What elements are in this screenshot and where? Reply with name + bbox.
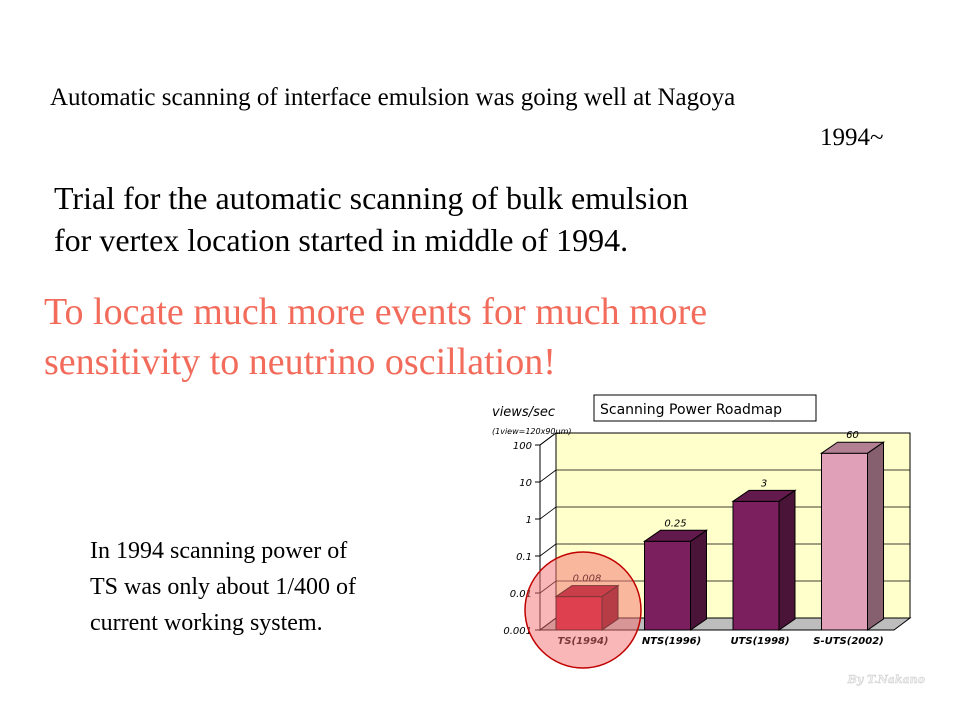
chart-title: Scanning Power Roadmap xyxy=(600,402,782,418)
heading-year: 1994~ xyxy=(820,124,884,151)
bar-top xyxy=(819,441,886,454)
bar-front xyxy=(644,540,691,631)
bar-side xyxy=(778,489,796,631)
trial-text-line-2: for vertex location started in middle of… xyxy=(54,222,629,258)
category-label: UTS(1998) xyxy=(730,636,789,647)
gridline-side xyxy=(539,506,557,520)
bar-front xyxy=(732,500,780,631)
y-tick-label: 0.001 xyxy=(503,626,532,637)
note-line-2: TS was only about 1/400 of xyxy=(90,574,356,600)
y-tick-label: 0.1 xyxy=(516,552,532,563)
gridline-side xyxy=(539,432,557,446)
bar-value-label: 0.25 xyxy=(664,518,686,529)
y-tick-label: 1 xyxy=(526,515,532,526)
trial-text-line-1: Trial for the automatic scanning of bulk… xyxy=(54,180,689,216)
gridline-side xyxy=(539,469,557,483)
y-tick-label: 10 xyxy=(519,478,532,489)
bar-top xyxy=(731,489,797,502)
goal-text-line-2: sensitivity to neutrino oscillation! xyxy=(44,341,556,383)
bar-value-label: 3 xyxy=(761,478,767,489)
category-label: NTS(1996) xyxy=(642,636,701,647)
bar-side xyxy=(867,441,884,631)
y-axis-note: (1view=120x90μm) xyxy=(492,427,572,436)
note-line-3: current working system. xyxy=(90,610,323,636)
goal-text-line-1: To locate much more events for much more xyxy=(44,291,708,333)
y-tick-label: 0.01 xyxy=(510,589,532,600)
heading-line-1: Automatic scanning of interface emulsion… xyxy=(50,84,736,111)
chart-title-box xyxy=(593,394,817,422)
credit-text: By T.Nakano xyxy=(847,673,925,686)
bar-side xyxy=(690,529,707,631)
gridline-side xyxy=(539,543,557,557)
category-label: S-UTS(2002) xyxy=(813,636,883,647)
y-axis-label: views/sec xyxy=(492,405,555,420)
y-tick-label: 100 xyxy=(513,441,532,452)
bar-front xyxy=(821,452,868,631)
bar-top xyxy=(642,529,709,542)
note-line-1: In 1994 scanning power of xyxy=(90,538,348,564)
bar-value-label: 60 xyxy=(846,430,859,441)
highlight-circle xyxy=(524,551,642,669)
scanning-power-chart: 0.001 0.01 0.1 1 10 100 views/sec (1view=120x90… xyxy=(492,394,925,686)
